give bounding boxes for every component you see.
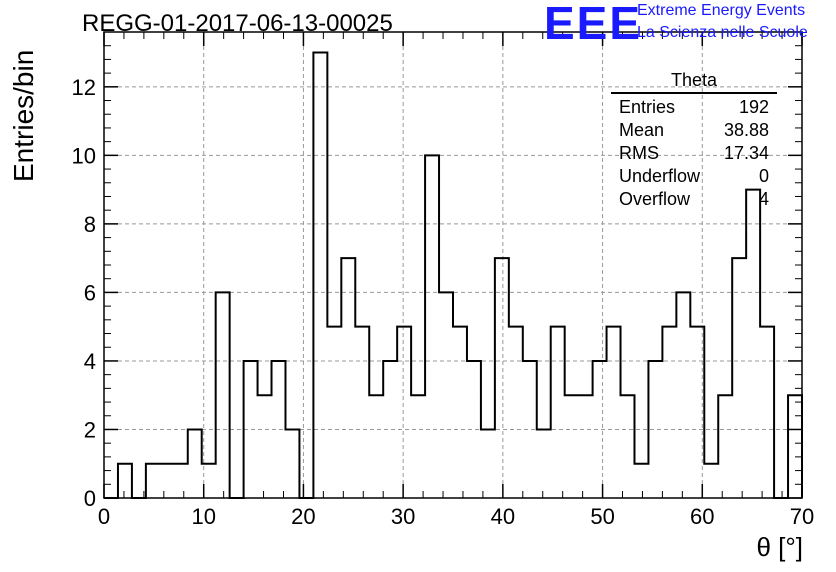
stats-label: Entries [619, 97, 676, 117]
histogram-bin [411, 395, 425, 498]
histogram-bin [565, 395, 579, 498]
x-tick-label: 60 [690, 504, 714, 529]
x-tick-label: 30 [391, 504, 415, 529]
histogram-bin [160, 464, 174, 498]
histogram-bin [760, 327, 774, 498]
histogram-bin [216, 292, 230, 498]
y-tick-label: 0 [84, 486, 96, 511]
histogram-bin [732, 258, 746, 498]
x-tick-label: 20 [291, 504, 315, 529]
y-tick-label: 6 [84, 280, 96, 305]
x-tick-label: 10 [191, 504, 215, 529]
histogram-bin [439, 292, 453, 498]
stats-row-underflow: Underflow 0 [611, 165, 777, 188]
histogram-bin [662, 327, 676, 498]
y-tick-label: 2 [84, 417, 96, 442]
stats-label: Overflow [619, 189, 691, 209]
stats-value: 0 [758, 166, 769, 186]
logo-line-2: La Scienza nelle Scuole [637, 24, 808, 41]
logo-line-1: Extreme Energy Events [637, 2, 806, 19]
histogram-bin [369, 395, 383, 498]
x-tick-label: 70 [790, 504, 814, 529]
stats-row-rms: RMS 17.34 [611, 142, 777, 165]
histogram-bin [118, 464, 132, 498]
y-tick-label: 12 [72, 75, 96, 100]
histogram-bin [579, 395, 593, 498]
histogram-bin [788, 395, 802, 498]
x-axis-label: θ [°] [756, 532, 803, 562]
histogram-bin [146, 464, 160, 498]
histogram-bin [607, 327, 621, 498]
histogram-bin [634, 464, 648, 498]
histogram-bin [327, 327, 341, 498]
stats-value: 38.88 [723, 120, 769, 140]
histogram-bin [188, 429, 202, 498]
stats-title: Theta [611, 70, 777, 94]
histogram-bin [355, 327, 369, 498]
stats-row-entries: Entries 192 [611, 96, 777, 119]
run-title: REGG-01-2017-06-13-00025 [82, 10, 393, 37]
stats-label: Mean [619, 120, 665, 140]
histogram-bin [676, 292, 690, 498]
histogram-bin [425, 155, 439, 498]
histogram-bin [397, 327, 411, 498]
histogram-bin [551, 327, 565, 498]
histogram-bin [537, 429, 551, 498]
histogram-bin [313, 53, 327, 498]
y-tick-label: 10 [72, 143, 96, 168]
stats-value: 4 [758, 189, 769, 209]
histogram-bin [718, 395, 732, 498]
x-tick-label: 50 [590, 504, 614, 529]
histogram-bin [746, 190, 760, 498]
stats-label: RMS [619, 143, 659, 163]
y-tick-label: 4 [84, 349, 96, 374]
histogram-bin [481, 429, 495, 498]
histogram-bin [453, 327, 467, 498]
histogram-bin [704, 464, 718, 498]
stats-box: Theta Entries 192 Mean 38.88 RMS 17.34 U… [611, 70, 777, 211]
x-tick-label: 0 [98, 504, 110, 529]
x-tick-label: 40 [491, 504, 515, 529]
histogram-bin [621, 395, 635, 498]
histogram-bin [341, 258, 355, 498]
histogram-bin [174, 464, 188, 498]
stats-row-mean: Mean 38.88 [611, 119, 777, 142]
stats-value: 192 [738, 97, 769, 117]
histogram-bin [285, 429, 299, 498]
stats-row-overflow: Overflow 4 [611, 188, 777, 211]
histogram-bin [258, 395, 272, 498]
y-axis-label: Entries/bin [8, 49, 39, 182]
eee-logo: EEE [544, 0, 643, 49]
y-tick-label: 8 [84, 212, 96, 237]
histogram-bin [495, 258, 509, 498]
stats-label: Underflow [619, 166, 701, 186]
stats-value: 17.34 [723, 143, 769, 163]
histogram-bin [509, 327, 523, 498]
